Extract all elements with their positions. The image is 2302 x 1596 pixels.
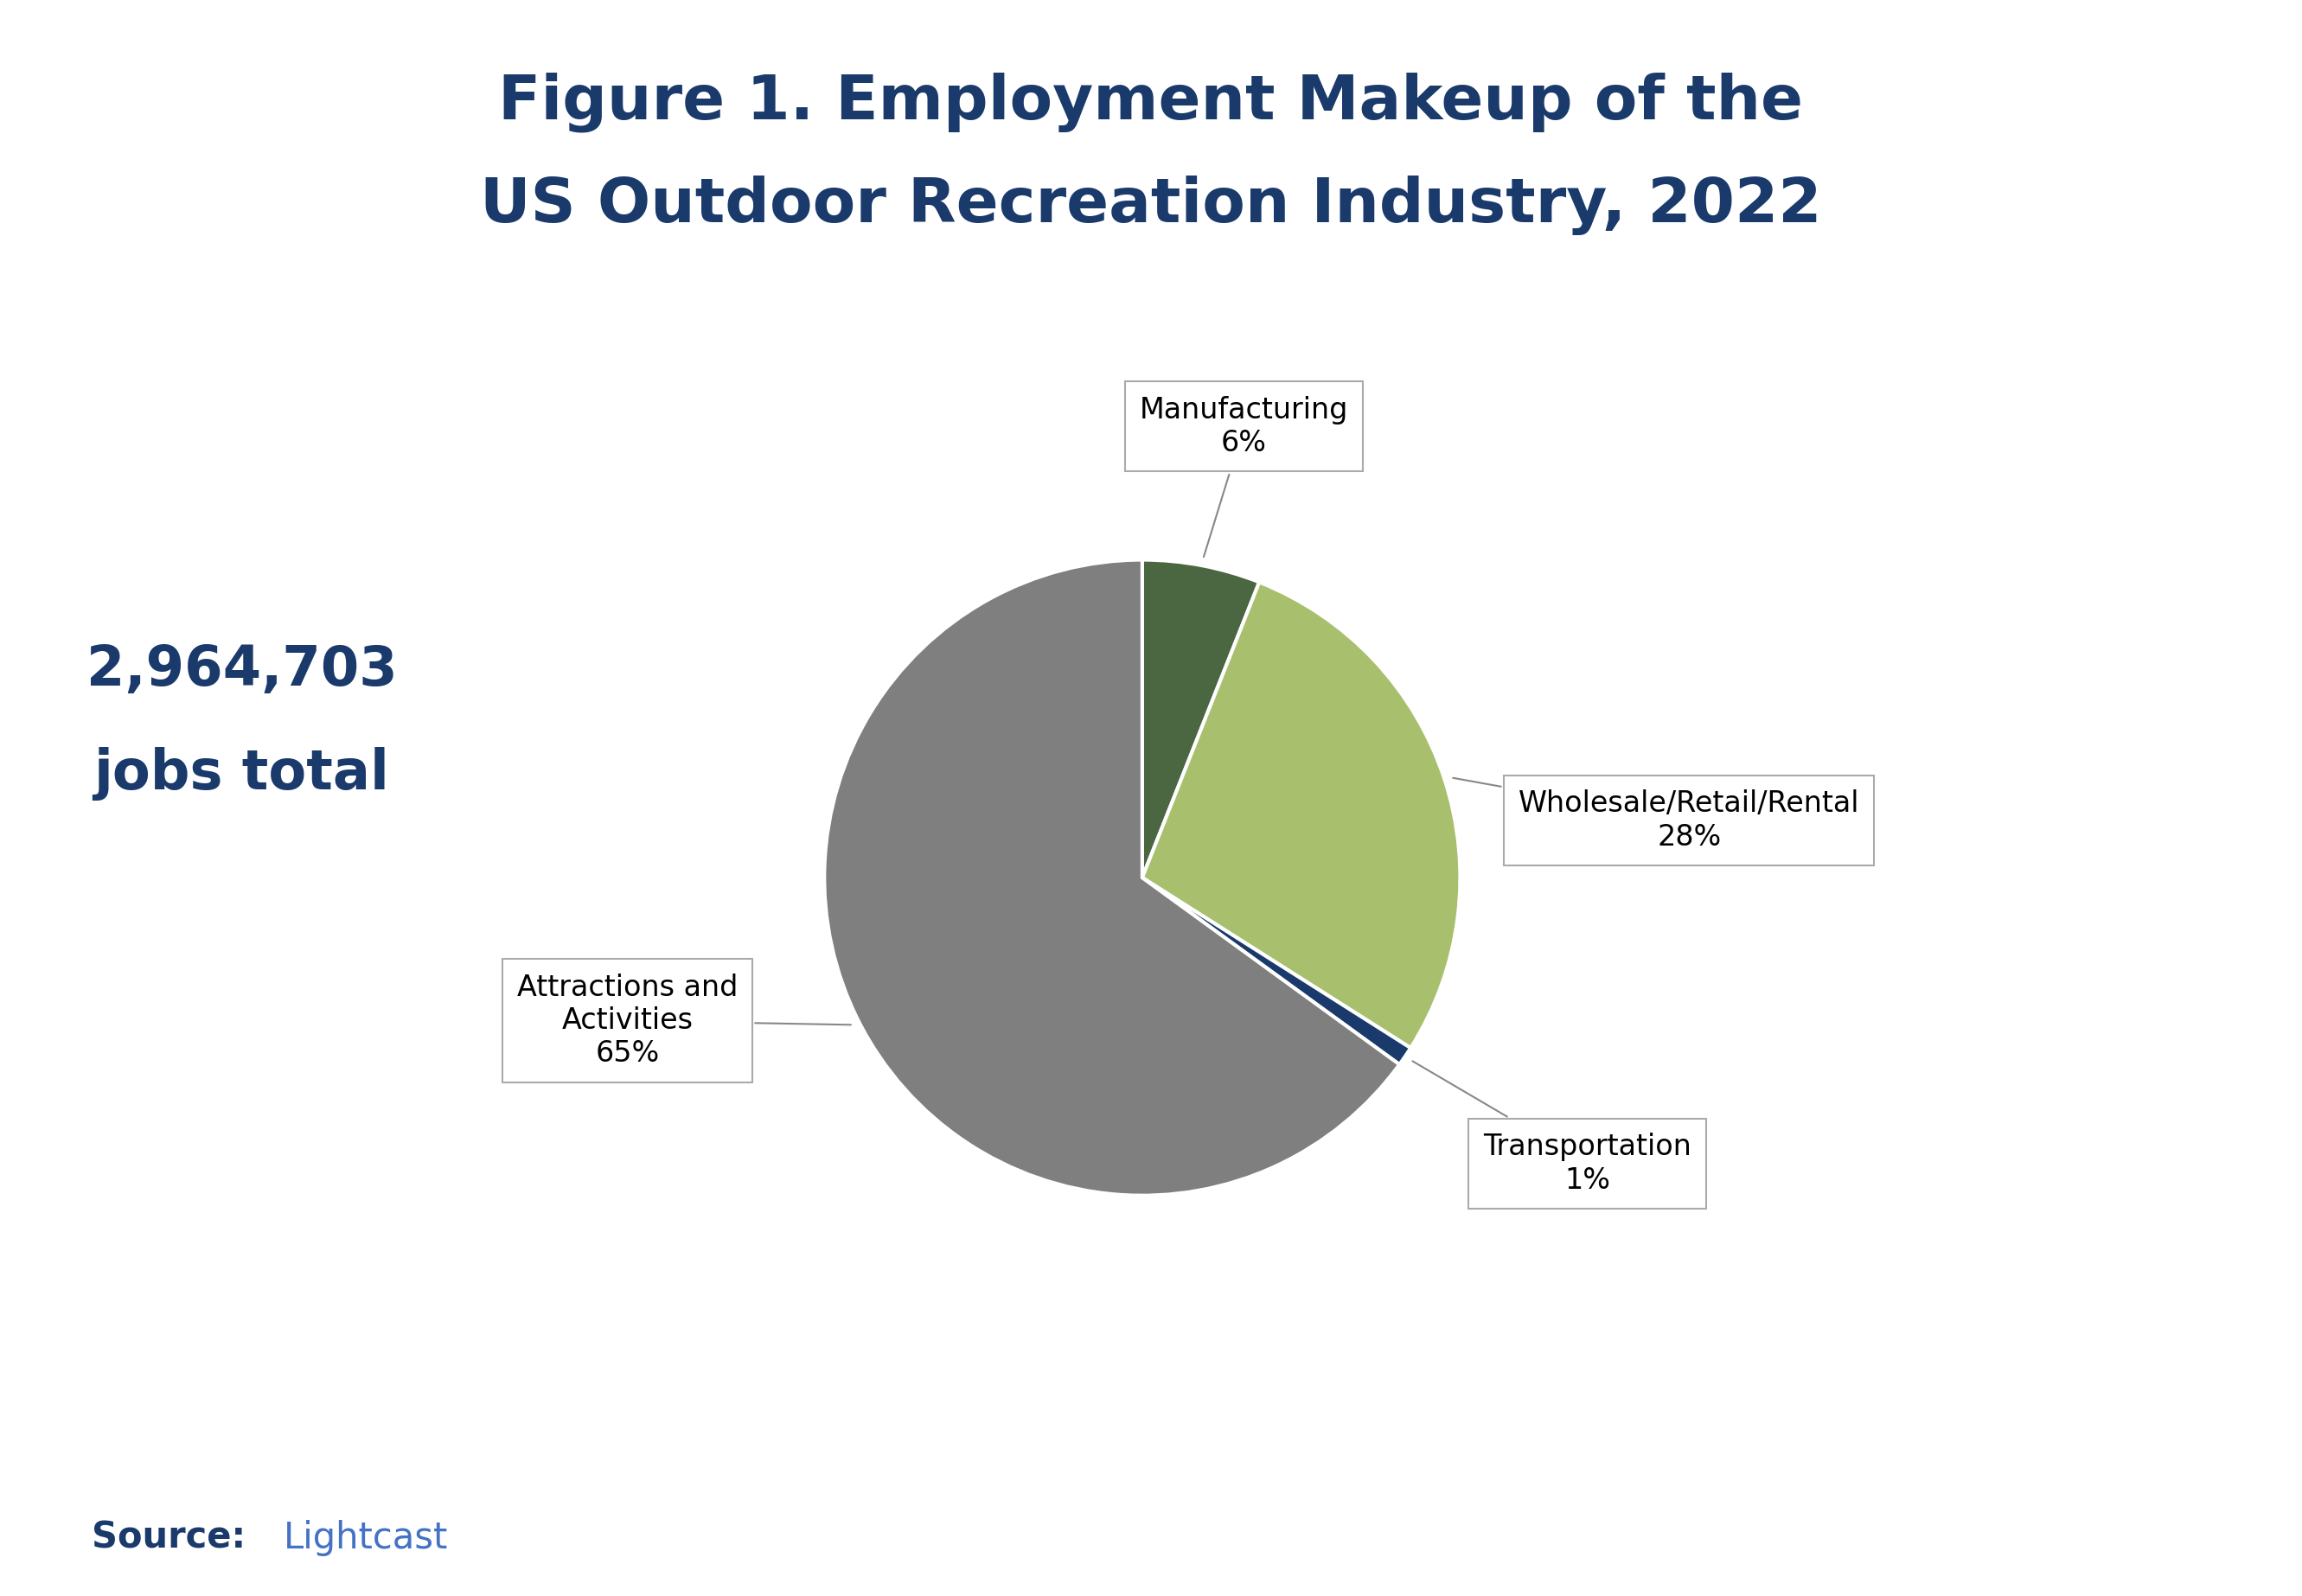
Text: US Outdoor Recreation Industry, 2022: US Outdoor Recreation Industry, 2022 bbox=[481, 176, 1821, 235]
Wedge shape bbox=[824, 560, 1400, 1195]
Text: Attractions and
Activities
65%: Attractions and Activities 65% bbox=[518, 974, 852, 1068]
Text: 2,964,703: 2,964,703 bbox=[85, 643, 398, 697]
Text: Figure 1. Employment Makeup of the: Figure 1. Employment Makeup of the bbox=[500, 72, 1802, 132]
Text: Wholesale/Retail/Rental
28%: Wholesale/Retail/Rental 28% bbox=[1453, 777, 1860, 851]
Text: Manufacturing
6%: Manufacturing 6% bbox=[1139, 396, 1349, 557]
Text: Lightcast: Lightcast bbox=[283, 1519, 449, 1556]
Text: Source:: Source: bbox=[92, 1519, 246, 1556]
Wedge shape bbox=[1142, 878, 1411, 1065]
Text: jobs total: jobs total bbox=[94, 747, 389, 801]
Wedge shape bbox=[1142, 583, 1459, 1049]
Wedge shape bbox=[1142, 560, 1259, 878]
Text: Transportation
1%: Transportation 1% bbox=[1413, 1061, 1692, 1194]
